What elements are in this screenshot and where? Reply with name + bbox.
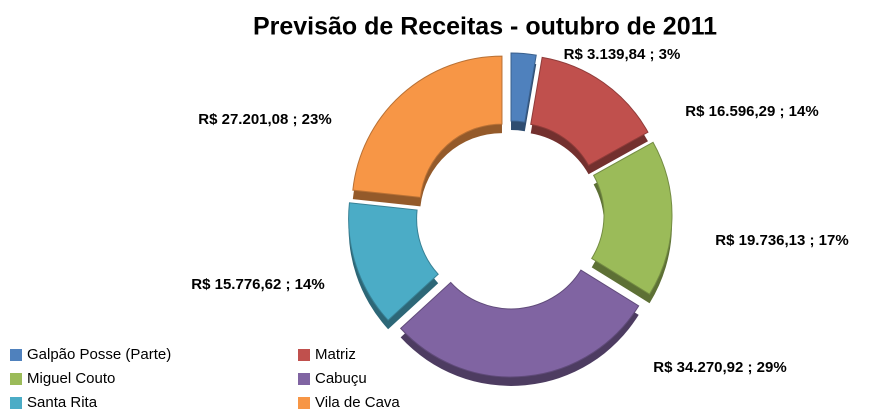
segment [348, 202, 439, 321]
legend-label: Vila de Cava [315, 394, 400, 411]
segment [399, 269, 640, 378]
legend-label: Miguel Couto [27, 370, 115, 387]
legend-swatch [298, 349, 310, 361]
data-label: R$ 3.139,84 ; 3% [564, 46, 681, 63]
legend-label: Santa Rita [27, 394, 98, 411]
legend-swatch [10, 349, 22, 361]
data-label: R$ 34.270,92 ; 29% [653, 359, 786, 376]
legend-label: Galpão Posse (Parte) [27, 346, 171, 363]
chart-title: Previsão de Receitas - outubro de 2011 [253, 13, 717, 41]
segment [530, 56, 649, 166]
legend-swatch [10, 397, 22, 409]
data-label: R$ 27.201,08 ; 23% [198, 111, 331, 128]
legend-swatch [298, 373, 310, 385]
legend-label: Matriz [315, 346, 356, 363]
segment [591, 141, 673, 295]
legend-swatch [298, 397, 310, 409]
data-label: R$ 16.596,29 ; 14% [685, 103, 818, 120]
data-label: R$ 15.776,62 ; 14% [191, 276, 324, 293]
data-label: R$ 19.736,13 ; 17% [715, 232, 848, 249]
segment [352, 55, 503, 198]
segment [510, 52, 537, 123]
legend-swatch [10, 373, 22, 385]
legend-label: Cabuçu [315, 370, 367, 387]
